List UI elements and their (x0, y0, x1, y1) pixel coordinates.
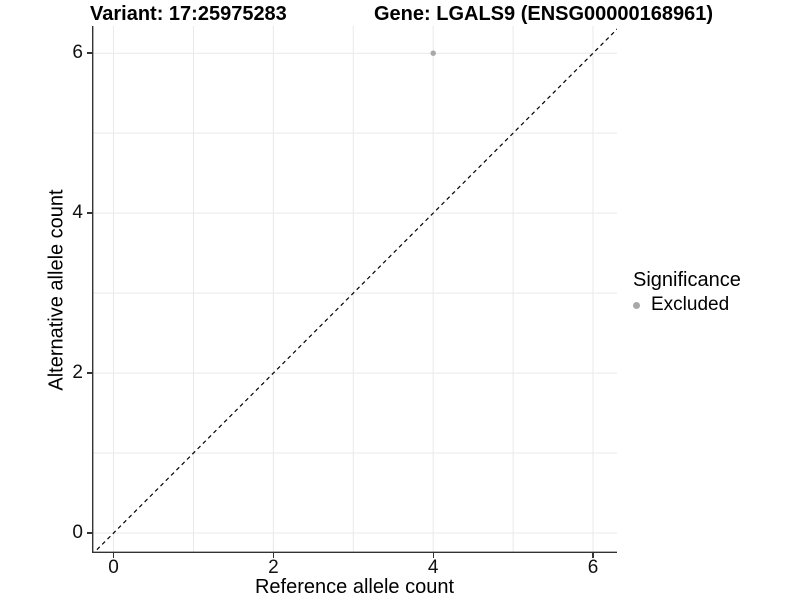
plot-panel (92, 26, 617, 553)
plot-title-variant: Variant: 17:25975283 (90, 3, 287, 25)
data-point (430, 50, 436, 56)
x-tick-mark (432, 553, 434, 558)
x-tick-label: 0 (108, 557, 119, 578)
y-tick-label: 4 (72, 202, 83, 224)
y-tick-mark (87, 532, 92, 534)
legend: Significance Excluded (633, 269, 741, 316)
identity-dashed-line (92, 28, 617, 553)
x-axis-title: Reference allele count (254, 576, 454, 598)
x-tick-label: 6 (587, 557, 599, 578)
y-tick-mark (87, 52, 92, 54)
x-tick-mark (592, 553, 594, 558)
y-tick-label: 2 (72, 362, 83, 384)
legend-item-label: Excluded (651, 294, 730, 315)
plot-area-svg (92, 26, 617, 553)
x-tick-mark (112, 553, 115, 558)
y-tick-mark (87, 372, 92, 374)
excluded-point-icon (633, 301, 640, 309)
x-tick-label: 4 (427, 557, 439, 578)
plot-title-gene: Gene: LGALS9 (ENSG00000168961) (374, 3, 714, 25)
y-tick-mark (87, 212, 92, 214)
legend-item-excluded: Excluded (633, 294, 741, 316)
legend-title: Significance (633, 269, 741, 291)
y-tick-label: 0 (72, 522, 83, 543)
x-tick-label: 2 (268, 557, 279, 578)
x-tick-mark (272, 553, 275, 558)
y-tick-label: 6 (72, 42, 83, 64)
